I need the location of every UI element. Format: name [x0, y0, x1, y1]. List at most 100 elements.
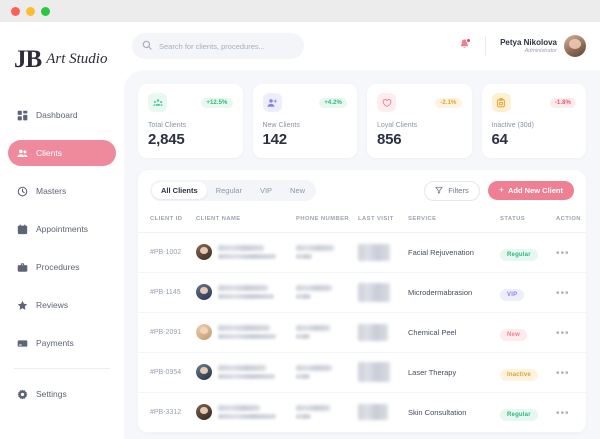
cell-client-name — [196, 284, 296, 301]
gear-icon — [17, 389, 28, 400]
sidebar: JB Art Studio Dashboard Clients Masters — [0, 22, 124, 439]
table-row[interactable]: #PB-2091 — [138, 312, 586, 353]
sidebar-item-masters[interactable]: Masters — [8, 178, 116, 204]
search-icon — [142, 37, 152, 55]
sidebar-item-payments[interactable]: Payments — [8, 330, 116, 356]
close-button[interactable] — [11, 6, 20, 16]
card-icon — [17, 338, 28, 349]
more-options-icon[interactable]: ••• — [556, 288, 570, 300]
notification-badge — [466, 38, 472, 43]
tab-regular[interactable]: Regular — [215, 186, 242, 195]
more-options-icon[interactable]: ••• — [556, 368, 570, 380]
more-options-icon[interactable]: ••• — [556, 408, 570, 420]
search-input[interactable] — [159, 41, 294, 51]
add-new-client-button[interactable]: + Add New Client — [487, 181, 574, 200]
status-badge: Regular — [500, 249, 538, 262]
sidebar-item-label: Procedures — [36, 262, 80, 272]
sidebar-item-reviews[interactable]: Reviews — [8, 292, 116, 318]
cell-last-visit — [358, 404, 388, 421]
search-bar[interactable] — [132, 33, 304, 59]
clients-panel: All Clients Regular VIP New Filters + — [138, 170, 586, 433]
filter-tabs: All Clients Regular VIP New — [150, 180, 317, 201]
sidebar-item-label: Payments — [36, 338, 74, 348]
sidebar-item-label: Appointments — [36, 224, 88, 234]
redacted-name — [218, 405, 276, 420]
filters-button[interactable]: Filters — [424, 180, 480, 201]
stat-label: New Clients — [262, 122, 300, 129]
stat-label: Loyal Clients — [377, 122, 418, 129]
table-row[interactable]: #PB-1145 — [138, 272, 586, 313]
table-row[interactable]: #PB-0954 — [138, 352, 586, 393]
cell-phone-number — [296, 365, 358, 380]
sidebar-item-label: Masters — [36, 186, 67, 196]
stat-delta-badge: +4.2% — [319, 97, 347, 108]
calendar-icon — [17, 224, 28, 235]
maximize-button[interactable] — [41, 6, 50, 16]
brand-monogram: JB — [14, 45, 42, 73]
table-body: #PB-1002 — [138, 232, 586, 433]
stat-value: 64 — [491, 131, 508, 148]
cell-last-visit — [358, 282, 390, 302]
redacted-bar — [296, 334, 310, 340]
cell-client-name — [196, 404, 296, 421]
clients-table: CLIENT ID CLIENT NAME PHONE NUMBER LAST … — [138, 210, 586, 433]
stat-card-header: -2.1% — [377, 93, 462, 112]
tab-vip[interactable]: VIP — [259, 186, 273, 195]
table-row[interactable]: #PB-1002 — [138, 232, 586, 273]
panel-toolbar: All Clients Regular VIP New Filters + — [138, 170, 586, 210]
notifications-button[interactable] — [457, 38, 472, 54]
cell-last-visit — [358, 323, 388, 341]
redacted-bar — [218, 414, 276, 420]
cell-last-visit — [358, 362, 390, 383]
cell-service: Skin Consultation — [408, 407, 467, 417]
more-options-icon[interactable]: ••• — [556, 248, 570, 260]
group-icon — [148, 93, 167, 112]
redacted-bar — [296, 294, 311, 300]
stat-delta-badge: +12.5% — [201, 97, 233, 108]
grid-icon — [17, 110, 28, 121]
redacted-bar — [218, 374, 275, 380]
cell-client-name — [196, 244, 296, 261]
minimize-button[interactable] — [26, 6, 35, 16]
stat-card-header: +12.5% — [148, 93, 233, 112]
status-badge: VIP — [500, 289, 525, 302]
sidebar-item-settings[interactable]: Settings — [8, 381, 116, 407]
more-options-icon[interactable]: ••• — [556, 328, 570, 340]
sidebar-item-appointments[interactable]: Appointments — [8, 216, 116, 242]
avatar — [564, 35, 586, 57]
user-role: Administrator — [524, 47, 557, 54]
heart-icon — [377, 93, 396, 112]
redacted-bar — [296, 365, 332, 372]
brand-logo[interactable]: JB Art Studio — [0, 36, 124, 82]
user-menu[interactable]: Petya Nikolova Administrator — [500, 35, 586, 57]
table-header: CLIENT ID CLIENT NAME PHONE NUMBER LAST … — [138, 210, 586, 233]
sidebar-item-clients[interactable]: Clients — [8, 140, 116, 166]
stat-label: Inactive (30d) — [491, 122, 534, 129]
table-row[interactable]: #PB-3312 — [138, 392, 586, 433]
tab-new[interactable]: New — [290, 186, 306, 195]
column-header-service: SERVICE — [408, 210, 500, 233]
users-icon — [17, 148, 28, 159]
tab-all-clients[interactable]: All Clients — [152, 182, 207, 199]
user-info: Petya Nikolova Administrator — [500, 38, 557, 55]
cell-client-name — [196, 364, 296, 381]
stat-card-header: +4.2% — [262, 93, 347, 112]
redacted-bar — [218, 365, 266, 372]
cell-client-name — [196, 324, 296, 341]
redacted-bar — [296, 325, 330, 332]
topbar-divider — [485, 36, 487, 56]
sidebar-item-dashboard[interactable]: Dashboard — [8, 102, 116, 128]
status-badge: Inactive — [500, 369, 538, 382]
cell-client-id: #PB-2091 — [150, 328, 182, 336]
sidebar-item-procedures[interactable]: Procedures — [8, 254, 116, 280]
cell-service: Chemical Peel — [408, 327, 457, 337]
app-body: JB Art Studio Dashboard Clients Masters — [0, 22, 600, 439]
cell-client-id: #PB-0954 — [150, 368, 182, 376]
main-area: Petya Nikolova Administrator + — [124, 22, 600, 439]
redacted-name — [218, 325, 276, 340]
redacted-bar — [218, 285, 268, 292]
row-avatar — [196, 404, 212, 421]
stat-card-total-clients: +12.5% Total Clients 2,845 — [138, 84, 243, 158]
redacted-name — [218, 365, 275, 380]
